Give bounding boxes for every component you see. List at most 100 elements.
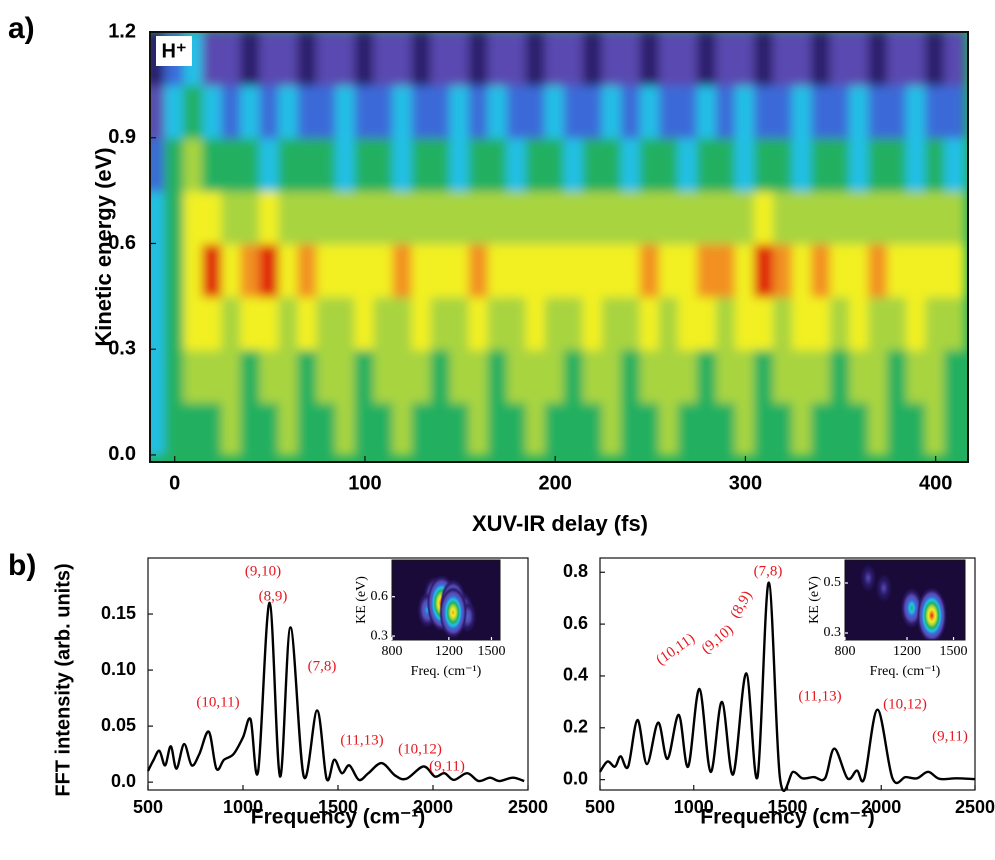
heatmap-cell xyxy=(830,136,852,192)
heatmap-cell xyxy=(183,189,205,245)
heatmap-cell xyxy=(791,242,814,298)
heatmap-cell xyxy=(677,348,699,404)
heatmap-cell xyxy=(202,136,224,192)
x-tick-label: 2500 xyxy=(955,797,995,817)
heatmap-cell xyxy=(354,32,376,86)
heatmap-cell xyxy=(468,32,490,86)
heatmap-cell xyxy=(544,83,566,139)
x-tick-label: 400 xyxy=(919,472,952,494)
heatmap-cell xyxy=(240,32,262,86)
heatmap-cell xyxy=(259,348,281,404)
heatmap-cell xyxy=(411,242,433,298)
x-tick-label: 1200 xyxy=(435,644,463,659)
heatmap-cell xyxy=(601,401,623,456)
heatmap-cell xyxy=(582,401,604,456)
heatmap-cell xyxy=(468,189,490,245)
heatmap-cell xyxy=(278,348,300,404)
heatmap-cell xyxy=(354,348,376,404)
heatmap-cell xyxy=(430,136,452,192)
heatmap-cell xyxy=(887,136,909,192)
heatmap-cell xyxy=(620,32,642,86)
heatmap-cell xyxy=(791,189,814,245)
heatmap-cell xyxy=(240,242,262,298)
x-tick-label: 1500 xyxy=(318,797,358,817)
heatmap-cell xyxy=(868,295,890,351)
heatmap-cell xyxy=(677,189,699,245)
heatmap-cell xyxy=(582,32,604,86)
y-tick-label: 0.6 xyxy=(108,232,136,254)
heatmap-cell xyxy=(525,189,547,245)
heatmap-cell xyxy=(830,295,852,351)
heatmap-cell xyxy=(696,189,718,245)
panel-label: a) xyxy=(8,12,35,45)
heatmap-cell xyxy=(791,348,814,404)
heatmap-cell xyxy=(734,136,756,192)
spectrum-line xyxy=(598,581,976,792)
heatmap-cell xyxy=(791,295,814,351)
inset-y-label: KE (eV) xyxy=(807,576,822,624)
heatmap-cell xyxy=(449,189,471,245)
heatmap-cell xyxy=(944,136,966,192)
heatmap-cell xyxy=(887,242,909,298)
heatmap-cell xyxy=(887,295,909,351)
heatmap-cell xyxy=(468,348,490,404)
heatmap-cell xyxy=(487,401,509,456)
heatmap-cell xyxy=(430,83,452,139)
heatmap-cell xyxy=(506,32,528,86)
x-tick-label: 1500 xyxy=(767,797,807,817)
heatmap-cell xyxy=(278,401,300,456)
heatmap-cell xyxy=(734,348,756,404)
heatmap-cell xyxy=(849,295,871,351)
peak-annotation: (11,13) xyxy=(798,688,841,704)
y-tick-label: 0.15 xyxy=(101,603,136,623)
heatmap-cell xyxy=(849,83,871,139)
heatmap-cell xyxy=(164,189,186,245)
heatmap-cell xyxy=(620,189,642,245)
heatmap-cell xyxy=(563,242,585,298)
heatmap-cell xyxy=(278,295,300,351)
heatmap-cell xyxy=(658,136,680,192)
heatmap-cell xyxy=(202,295,224,351)
heatmap-cell xyxy=(354,83,376,139)
heatmap-cell xyxy=(392,242,414,298)
heatmap-cell xyxy=(582,189,604,245)
x-tick-label: 200 xyxy=(539,472,572,494)
heatmap-cell xyxy=(392,295,414,351)
heatmap-cell xyxy=(639,83,661,139)
heatmap-cell xyxy=(468,136,490,192)
heatmap-cell xyxy=(221,189,243,245)
heatmap-cell xyxy=(658,348,680,404)
heatmap-cell xyxy=(506,189,528,245)
heatmap-cell xyxy=(411,295,433,351)
heatmap-cell xyxy=(849,401,871,456)
heatmap-cell xyxy=(544,32,566,86)
heatmap-cell xyxy=(373,242,395,298)
heatmap-cell xyxy=(544,136,566,192)
heatmap-cell xyxy=(658,401,680,456)
heatmap-cell xyxy=(639,401,661,456)
heatmap-cell xyxy=(183,242,205,298)
heatmap-cell xyxy=(202,242,224,298)
heatmap-cell xyxy=(468,242,490,298)
y-tick-label: 0.9 xyxy=(108,126,136,148)
heatmap-cell xyxy=(582,136,604,192)
heatmap-cell xyxy=(811,401,833,456)
x-tick-label: 500 xyxy=(585,797,615,817)
heatmap-cell xyxy=(335,295,357,351)
heatmap-cell xyxy=(563,401,585,456)
heatmap-cell xyxy=(753,83,775,139)
heatmap-cell xyxy=(849,189,871,245)
heatmap-cell xyxy=(715,242,737,298)
heatmap-cell xyxy=(906,189,928,245)
heatmap-cell xyxy=(696,401,718,456)
inset-frame xyxy=(391,559,501,641)
heatmap-cell xyxy=(772,83,794,139)
heatmap-cell xyxy=(316,189,338,245)
x-tick-label: 800 xyxy=(835,644,856,659)
heatmap-cell xyxy=(164,83,186,139)
heatmap-cell xyxy=(221,242,243,298)
heatmap-cell xyxy=(696,348,718,404)
x-tick-label: 1000 xyxy=(674,797,714,817)
heatmap-cell xyxy=(335,189,357,245)
heatmap-cell xyxy=(582,295,604,351)
